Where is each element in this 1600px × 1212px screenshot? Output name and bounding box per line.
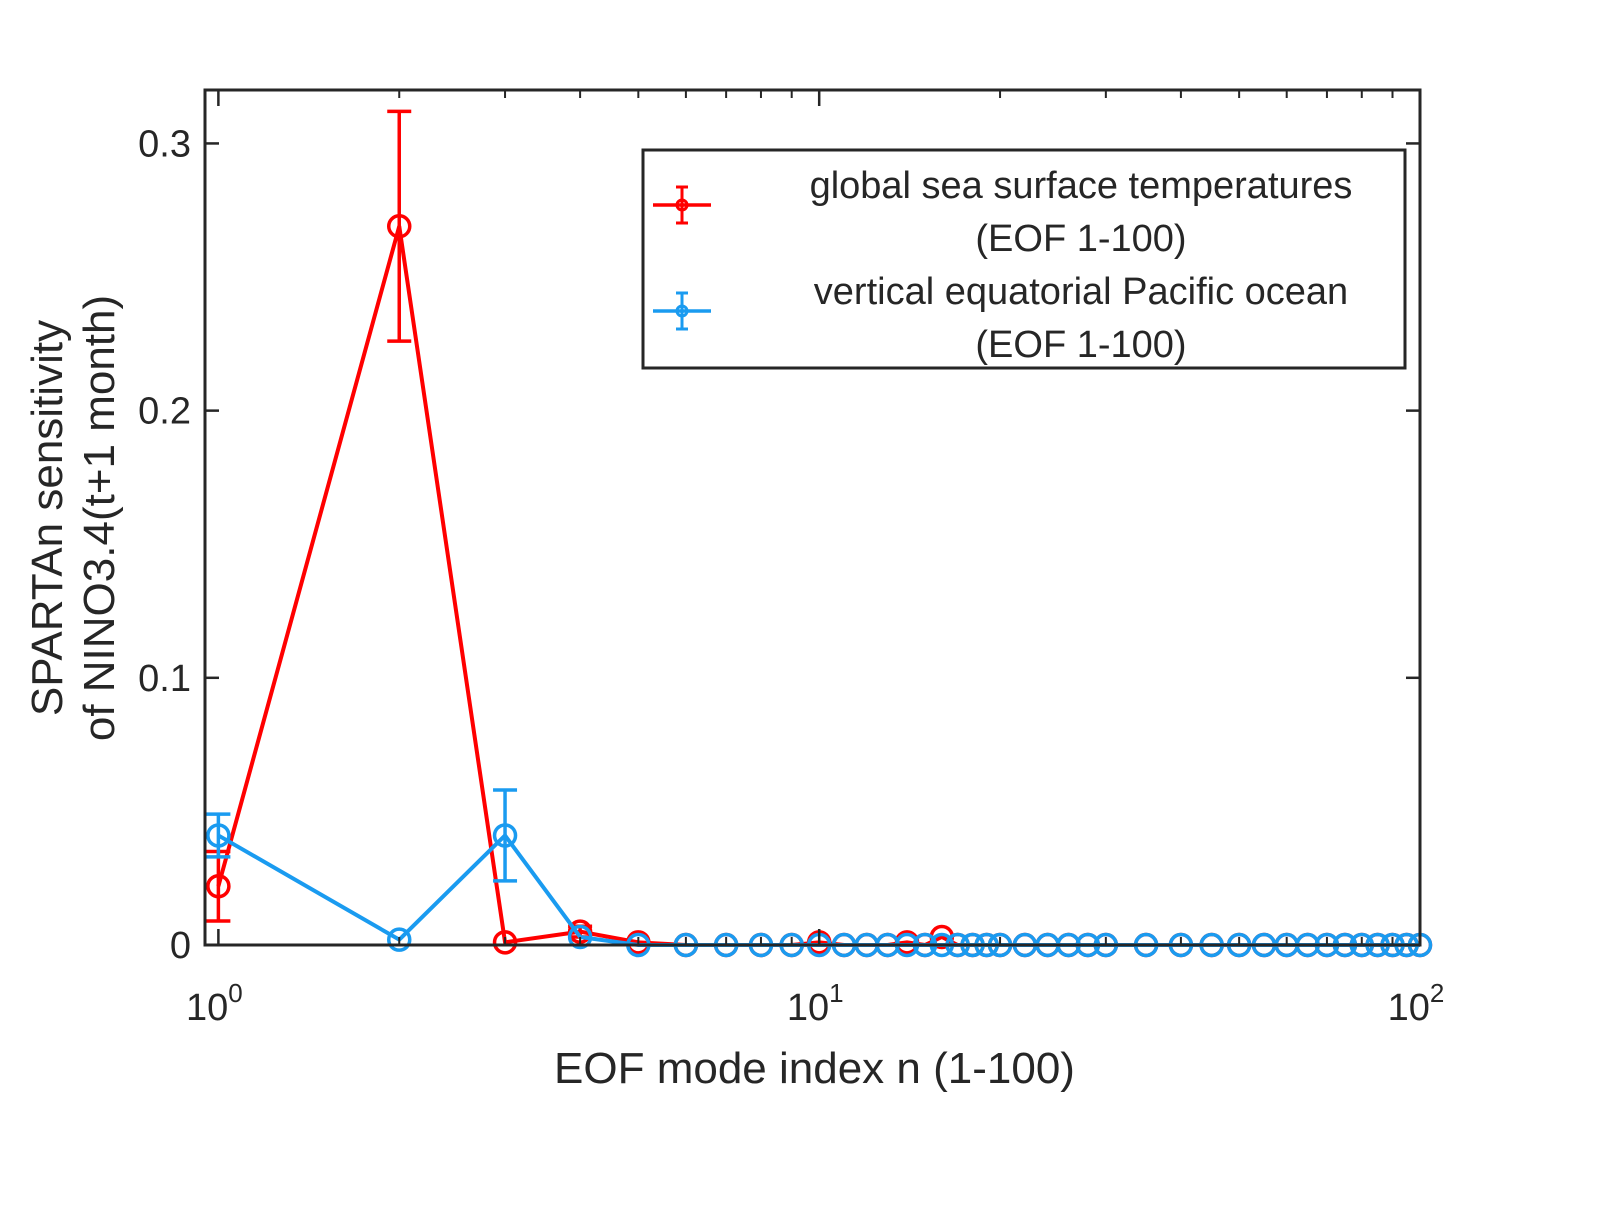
y-tick-label: 0.2 <box>138 391 191 433</box>
y-axis-label: SPARTAn sensitivityof NINO3.4(t+1 month) <box>23 295 124 741</box>
y-tick-label: 0.3 <box>138 123 191 165</box>
data-point <box>206 873 231 899</box>
legend-swatch-marker <box>675 198 689 212</box>
legend-entry: global sea surface temperatures (EOF 1-10… <box>653 165 1352 260</box>
data-point <box>386 214 412 239</box>
legend-box <box>641 148 1407 370</box>
axes-box <box>203 88 1422 947</box>
y-tick-label: 0 <box>170 925 191 967</box>
legend-label: global sea surface temperatures <box>810 165 1353 207</box>
legend-swatch-marker <box>675 304 689 318</box>
data-point <box>492 823 518 848</box>
x-axis-label: EOF mode index n (1-100) <box>554 1044 1075 1093</box>
legend-entry: vertical equatorial Pacific ocean (EOF 1-… <box>653 271 1348 366</box>
data-point <box>206 823 231 848</box>
data-point <box>492 930 518 955</box>
x-tick-label: 101 <box>787 978 844 1029</box>
y-tick-label: 0.1 <box>138 658 191 700</box>
data-point <box>386 927 412 952</box>
data-point <box>567 924 593 950</box>
legend: global sea surface temperatures (EOF 1-10… <box>641 148 1407 370</box>
legend-label: (EOF 1-100) <box>975 324 1186 366</box>
axes: 0 0.1 0.2 0.3 100 101 102 EOF mode index n (1-1… <box>23 88 1445 1093</box>
x-tick-label: 102 <box>1388 978 1445 1029</box>
x-tick-label: 100 <box>186 978 243 1029</box>
legend-label: (EOF 1-100) <box>975 218 1186 260</box>
legend-label: vertical equatorial Pacific ocean <box>814 271 1348 313</box>
